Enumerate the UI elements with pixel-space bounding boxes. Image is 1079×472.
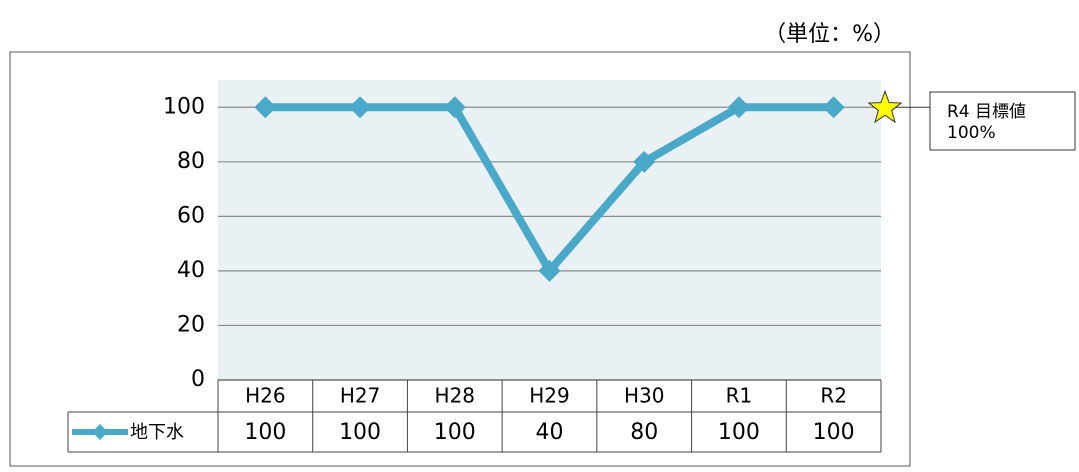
data-point bbox=[349, 96, 372, 119]
table-value: 100 bbox=[813, 420, 855, 445]
target-label: R4 目標値 bbox=[947, 102, 1026, 122]
table-value: 100 bbox=[244, 420, 286, 445]
table-value: 40 bbox=[536, 420, 564, 445]
target-value-label: 100% bbox=[947, 123, 996, 143]
x-tick-label: R1 bbox=[726, 384, 753, 408]
table-value: 100 bbox=[339, 420, 381, 445]
table-value: 80 bbox=[630, 420, 658, 445]
y-tick-label: 60 bbox=[177, 203, 205, 228]
x-tick-label: R2 bbox=[820, 384, 847, 408]
y-tick-label: 0 bbox=[191, 367, 205, 392]
legend-label: 地下水 bbox=[130, 422, 184, 443]
x-tick-label: H30 bbox=[624, 384, 665, 408]
data-point bbox=[254, 96, 277, 119]
data-point bbox=[727, 96, 750, 119]
target-callout bbox=[929, 91, 1076, 151]
y-tick-label: 100 bbox=[163, 94, 205, 119]
table-value: 100 bbox=[434, 420, 476, 445]
x-tick-label: H29 bbox=[529, 384, 570, 408]
data-point bbox=[822, 96, 845, 119]
plot-area bbox=[218, 80, 881, 380]
unit-label: （単位：%） bbox=[764, 22, 895, 47]
legend-marker bbox=[92, 424, 108, 440]
x-tick-label: H28 bbox=[435, 384, 476, 408]
data-point bbox=[538, 259, 561, 282]
table-value: 100 bbox=[718, 420, 760, 445]
y-tick-label: 80 bbox=[177, 149, 205, 174]
x-tick-label: H27 bbox=[340, 384, 381, 408]
chart-frame bbox=[9, 51, 911, 467]
y-tick-label: 40 bbox=[177, 258, 205, 283]
data-point bbox=[633, 150, 656, 173]
data-point bbox=[443, 96, 466, 119]
x-tick-label: H26 bbox=[245, 384, 286, 408]
target-star bbox=[867, 89, 903, 124]
y-tick-label: 20 bbox=[177, 312, 205, 337]
